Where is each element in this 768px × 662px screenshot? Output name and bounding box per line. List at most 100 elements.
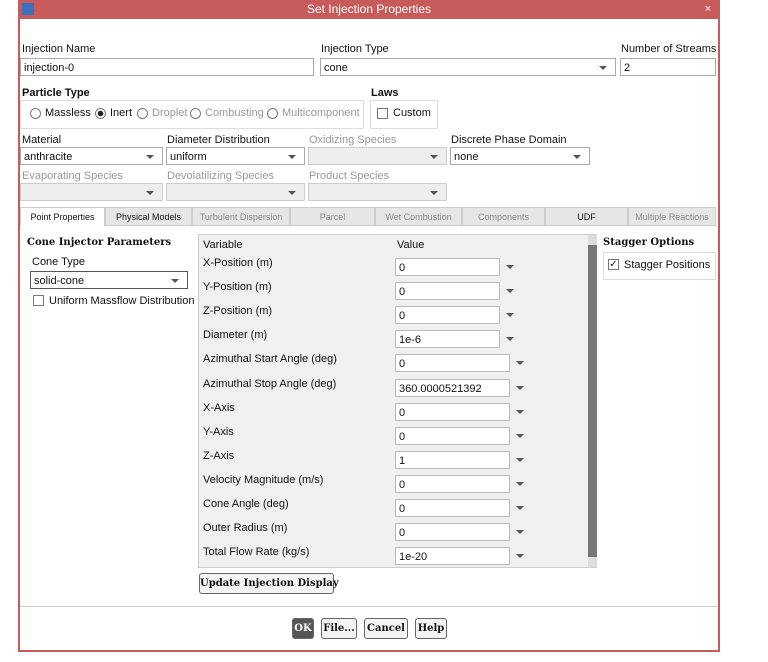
unit-dropdown[interactable]: [502, 258, 522, 276]
value-input[interactable]: 1: [395, 450, 510, 469]
dropdown[interactable]: solid-cone: [30, 271, 188, 289]
radio-label: Droplet: [152, 107, 188, 119]
value-input[interactable]: 0: [395, 402, 510, 421]
radio-button[interactable]: [190, 108, 201, 119]
dropdown[interactable]: uniform: [166, 147, 305, 165]
variable-label: Cone Angle (deg): [203, 498, 289, 510]
dropdown: [166, 183, 305, 201]
tab[interactable]: Multiple Reactions: [628, 207, 716, 226]
separator: [20, 606, 718, 607]
column-header: Variable: [203, 239, 243, 251]
unit-dropdown[interactable]: [512, 547, 532, 565]
unit-dropdown[interactable]: [512, 354, 532, 372]
unit-dropdown[interactable]: [502, 330, 522, 348]
value-input[interactable]: 0: [395, 258, 500, 276]
dialog-button[interactable]: Cancel: [364, 618, 408, 639]
unit-dropdown[interactable]: [502, 282, 522, 300]
unit-dropdown[interactable]: [512, 475, 532, 493]
variable-label: Azimuthal Stop Angle (deg): [203, 377, 337, 390]
spinner[interactable]: 2: [620, 58, 716, 76]
label: Injection Type: [321, 43, 389, 55]
variable-label: Total Flow Rate (kg/s): [203, 546, 310, 559]
value-input[interactable]: 0: [395, 426, 510, 445]
checkbox-label: Uniform Massflow Distribution: [49, 295, 195, 307]
checkbox[interactable]: [33, 295, 44, 306]
radio-label: Inert: [110, 107, 133, 119]
value-input[interactable]: 0: [395, 354, 510, 373]
dialog-button[interactable]: File...: [321, 618, 357, 639]
value-input[interactable]: 1e-20: [395, 547, 510, 566]
checkbox[interactable]: [377, 108, 388, 119]
scrollbar-thumb[interactable]: [588, 245, 597, 557]
variable-label: Outer Radius (m): [203, 522, 288, 535]
dropdown[interactable]: none: [450, 147, 590, 165]
radio-button[interactable]: [137, 108, 148, 119]
variable-label: X-Axis: [203, 401, 235, 414]
label: Oxidizing Species: [309, 134, 397, 146]
value-input[interactable]: 0: [395, 499, 510, 517]
value-input[interactable]: 0: [395, 474, 510, 493]
variable-label: Diameter (m): [203, 329, 268, 342]
section-title: Cone Injector Parameters: [27, 237, 172, 248]
window-frame: [18, 0, 720, 652]
dropdown: [308, 147, 447, 165]
value-input[interactable]: 360.0000521392: [395, 378, 510, 397]
label: Evaporating Species: [22, 170, 123, 182]
radio-button[interactable]: [30, 108, 41, 119]
text-input[interactable]: injection-0: [20, 58, 314, 76]
label: Injection Name: [22, 43, 96, 55]
radio-label: Multicomponent: [282, 107, 360, 119]
radio-button[interactable]: [267, 108, 278, 119]
variable-label: Velocity Magnitude (m/s): [203, 473, 324, 486]
close-button[interactable]: ×: [704, 3, 712, 15]
variable-label: X-Position (m): [203, 257, 273, 269]
tab[interactable]: UDF: [545, 207, 628, 226]
label: Number of Streams: [621, 43, 717, 55]
unit-dropdown[interactable]: [512, 427, 532, 445]
dialog-button[interactable]: OK: [292, 618, 314, 639]
checkbox-label: Custom: [393, 107, 431, 119]
tab[interactable]: Parcel: [290, 207, 375, 226]
label: Diameter Distribution: [167, 134, 270, 146]
group-box: [370, 100, 438, 129]
section-title: Particle Type: [22, 87, 90, 99]
tab[interactable]: Physical Models: [105, 207, 192, 226]
tab[interactable]: Wet Combustion: [375, 207, 462, 226]
unit-dropdown[interactable]: [502, 306, 522, 324]
section-title: Stagger Options: [603, 237, 695, 248]
dropdown: [308, 183, 447, 201]
unit-dropdown[interactable]: [512, 499, 532, 517]
dropdown[interactable]: cone: [320, 58, 616, 76]
unit-dropdown[interactable]: [512, 379, 532, 397]
dropdown[interactable]: anthracite: [20, 147, 163, 165]
dropdown: [20, 183, 163, 201]
checkbox-checked[interactable]: ✓: [608, 259, 619, 270]
radio-button[interactable]: [95, 108, 106, 119]
label: Devolatilizing Species: [167, 170, 274, 182]
variable-label: Azimuthal Start Angle (deg): [203, 353, 337, 366]
variable-label: Y-Position (m): [203, 281, 272, 294]
label: Discrete Phase Domain: [451, 134, 567, 146]
value-input[interactable]: 0: [395, 523, 510, 542]
column-header: Value: [397, 239, 425, 251]
unit-dropdown[interactable]: [512, 523, 532, 541]
section-title: Laws: [371, 87, 399, 99]
checkbox-label: Stagger Positions: [624, 259, 711, 271]
radio-label: Massless: [45, 107, 91, 119]
value-input[interactable]: 0: [395, 282, 500, 301]
value-input[interactable]: 0: [395, 306, 500, 325]
group-box: [603, 252, 716, 280]
dialog-button[interactable]: Help: [415, 618, 447, 639]
radio-group: [20, 100, 364, 129]
unit-dropdown[interactable]: [512, 403, 532, 421]
unit-dropdown[interactable]: [512, 451, 532, 469]
tab[interactable]: Components: [462, 207, 545, 226]
tab[interactable]: Point Properties: [20, 207, 105, 226]
update-button[interactable]: Update Injection Display: [199, 573, 339, 594]
value-input[interactable]: 1e-6: [395, 330, 500, 349]
window-title: Set Injection Properties: [18, 0, 720, 19]
label: Product Species: [309, 170, 390, 182]
variable-label: Z-Position (m): [203, 305, 273, 318]
tab[interactable]: Turbulent Dispersion: [192, 207, 290, 226]
